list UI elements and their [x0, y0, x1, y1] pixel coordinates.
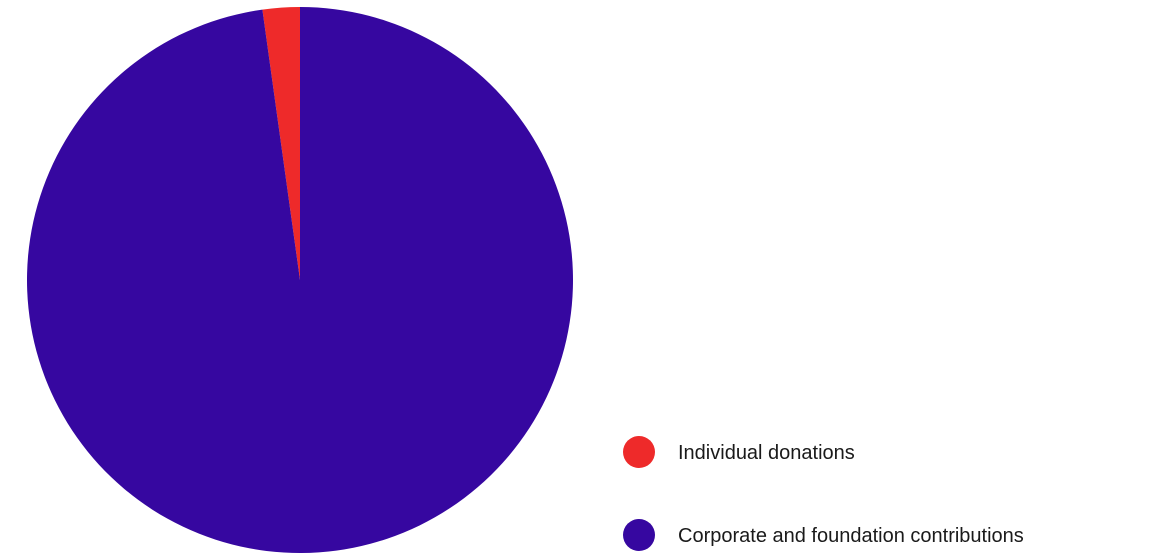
legend-item: Corporate and foundation contributions — [623, 519, 1024, 551]
pie-slices — [26, 6, 574, 553]
pie-slice-individual-donations — [262, 7, 300, 280]
legend-marker — [623, 519, 655, 551]
legend-marker — [623, 436, 655, 468]
legend: Individual donations Corporate and founda… — [623, 436, 1024, 551]
legend-item: Individual donations — [623, 436, 855, 468]
legend-label: Individual donations — [678, 442, 855, 464]
pie-slice-corporate-and-foundation-contributions — [26, 6, 574, 553]
legend-label: Corporate and foundation contributions — [678, 525, 1024, 547]
